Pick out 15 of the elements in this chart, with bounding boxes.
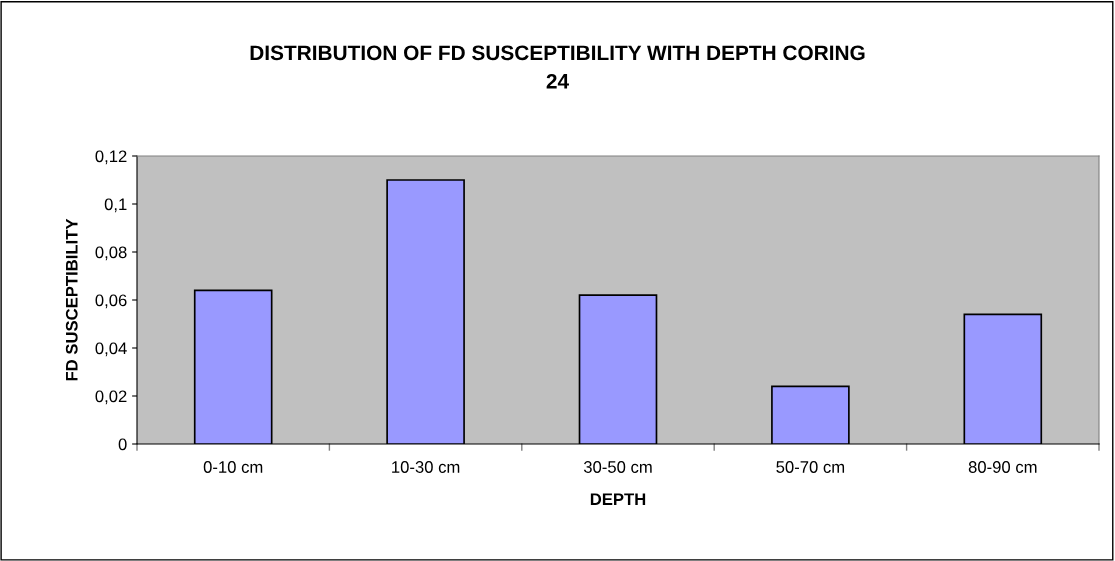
x-tick-label: 0-10 cm [203, 461, 263, 473]
y-tick-label: 0,12 [95, 150, 127, 165]
x-tick-label: 10-30 cm [392, 461, 460, 473]
y-tick-label: 0,06 [95, 294, 127, 309]
y-tick-label: 0 [118, 438, 127, 451]
y-tick-label: 0,08 [95, 246, 127, 261]
y-tick-label: 0,02 [95, 390, 127, 405]
x-tick-label: 50-70 cm [776, 461, 845, 473]
y-axis-title: FD SUSCEPTIBILITY [65, 218, 78, 381]
chart-title: DISTRIBUTION OF FD SUSCEPTIBILITY WITH DEPTH CORING 24 [250, 45, 865, 89]
x-tick-label: 80-90 cm [968, 461, 1037, 473]
x-tick-label: 30-50 cm [583, 461, 652, 473]
y-tick-label: 0,1 [104, 198, 127, 213]
y-tick-label: 0,04 [95, 342, 127, 357]
x-axis-title: DEPTH [590, 493, 646, 505]
